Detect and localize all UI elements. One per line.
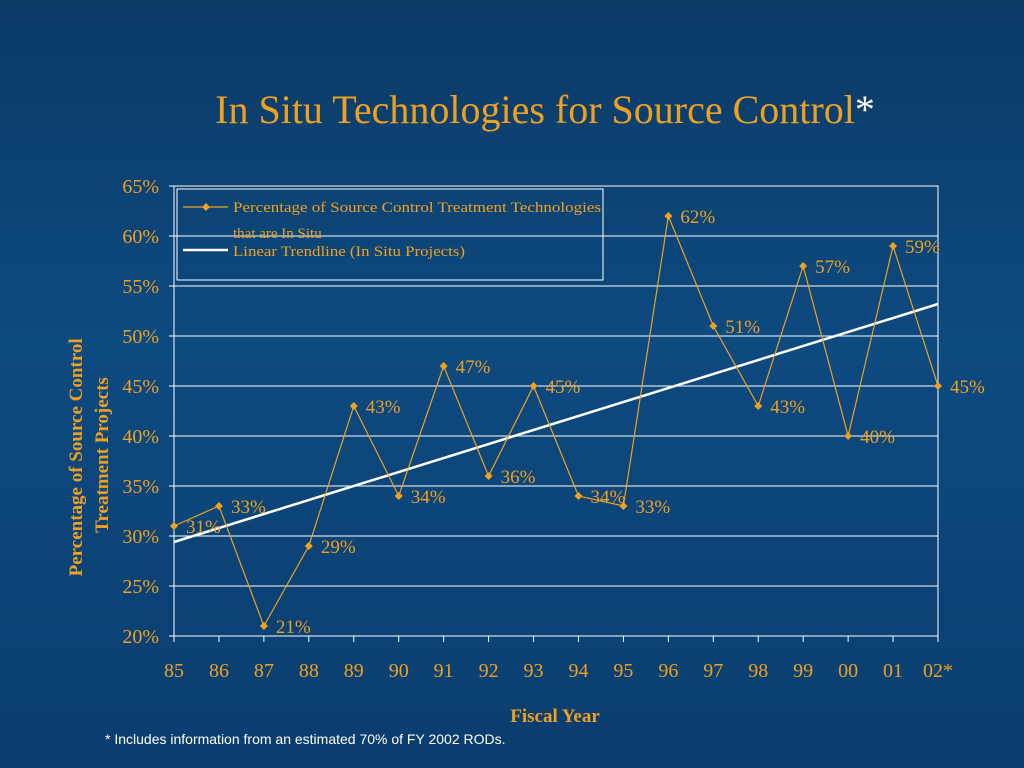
legend-series-label: Percentage of Source Control Treatment T… (233, 200, 601, 216)
data-label: 43% (366, 397, 401, 418)
title-text: In Situ Technologies for Source Control (215, 87, 855, 132)
data-label: 43% (770, 397, 805, 418)
data-point (484, 472, 493, 480)
y-tick-label: 65% (122, 176, 159, 198)
y-axis-title-line-2: Treatment Projects (92, 377, 113, 533)
data-point (619, 502, 628, 510)
data-point (349, 402, 358, 410)
data-label: 40% (860, 427, 895, 448)
data-label: 33% (231, 497, 266, 518)
data-label: 62% (680, 207, 715, 228)
x-tick-label: 85 (164, 660, 184, 682)
data-label: 45% (546, 377, 581, 398)
legend-series-label-continued: that are In Situ (233, 226, 322, 242)
x-tick-label: 94 (568, 660, 588, 682)
chart-legend: Percentage of Source Control Treatment T… (176, 188, 604, 281)
data-point (259, 622, 268, 630)
data-label: 51% (725, 317, 760, 338)
x-tick-label: 96 (658, 660, 678, 682)
series-line (173, 213, 939, 628)
data-point (934, 382, 942, 390)
series-markers (170, 212, 942, 630)
data-point (754, 402, 763, 410)
data-point (394, 492, 403, 500)
x-tick-label: 98 (748, 660, 768, 682)
y-axis-title-line-1: Percentage of Source Control (66, 338, 87, 576)
chart-axes (169, 185, 939, 642)
legend-series-marker (202, 203, 210, 211)
x-axis-title: Fiscal Year (510, 706, 600, 727)
data-label: 34% (590, 487, 625, 508)
x-tick-label: 86 (209, 660, 229, 682)
trendline (173, 302, 939, 544)
x-tick-label: 89 (344, 660, 364, 682)
data-point (214, 502, 223, 510)
x-tick-label: 92 (479, 660, 499, 682)
y-tick-label: 45% (122, 376, 159, 398)
plot-area (173, 185, 939, 637)
y-tick-label: 35% (122, 476, 159, 498)
data-label: 59% (905, 237, 940, 258)
x-tick-label: 99 (793, 660, 813, 682)
data-point (799, 262, 808, 270)
data-label: 21% (276, 617, 311, 638)
data-point (170, 522, 178, 530)
y-tick-label: 40% (122, 426, 159, 448)
x-tick-label: 00 (838, 660, 858, 682)
data-point (304, 542, 313, 550)
y-tick-label: 25% (122, 576, 159, 598)
data-label: 29% (321, 537, 356, 558)
y-tick-labels: 20% 25% 30% 35% 40% 45% 50% 55% 60% 65% (122, 176, 159, 648)
footnote: * Includes information from an estimated… (105, 731, 506, 747)
x-tick-label: 93 (524, 660, 544, 682)
y-tick-label: 30% (122, 526, 159, 548)
data-label: 47% (456, 357, 491, 378)
y-tick-label: 60% (122, 226, 159, 248)
x-tick-label: 91 (434, 660, 454, 682)
y-tick-label: 50% (122, 326, 159, 348)
slide-title: In Situ Technologies for Source Control* (0, 86, 1024, 133)
x-tick-labels: 85 86 87 88 89 90 91 92 93 94 95 96 97 98 99 00 01 02* (164, 660, 953, 682)
x-tick-label: 87 (254, 660, 274, 682)
y-tick-label: 55% (122, 276, 159, 298)
y-tick-label: 20% (122, 626, 159, 648)
data-label: 33% (635, 497, 670, 518)
data-labels: 31% 33% 21% 29% 43% 34% 47% 36% 45% 34% 33% 62% 51% 4… (186, 207, 985, 638)
data-label: 36% (501, 467, 536, 488)
y-axis-title: Percentage of Source Control Treatment P… (66, 334, 113, 577)
data-label: 34% (411, 487, 446, 508)
data-label: 45% (950, 377, 985, 398)
data-point (574, 492, 583, 500)
data-label: 31% (186, 517, 221, 538)
data-point (889, 242, 898, 250)
legend-trend-label: Linear Trendline (In Situ Projects) (233, 244, 465, 260)
legend-box (176, 188, 604, 281)
data-point (709, 322, 718, 330)
x-tick-label: 97 (703, 660, 723, 682)
data-label: 57% (815, 257, 850, 278)
data-point (664, 212, 673, 220)
x-tick-label: 88 (299, 660, 319, 682)
x-tick-label: 01 (883, 660, 903, 682)
x-tick-label: 95 (613, 660, 633, 682)
x-tick-label: 90 (389, 660, 409, 682)
x-tick-label: 02* (923, 660, 953, 682)
data-point (844, 432, 853, 440)
data-point (529, 382, 538, 390)
data-point (439, 362, 448, 370)
title-asterisk: * (854, 87, 875, 132)
